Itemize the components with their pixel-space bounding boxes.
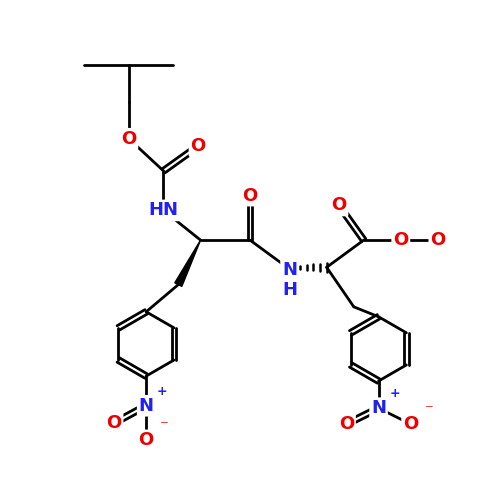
- Text: O: O: [430, 231, 446, 249]
- Text: +: +: [157, 385, 168, 398]
- Text: H: H: [282, 280, 297, 298]
- Text: N: N: [371, 399, 386, 417]
- Text: O: O: [190, 137, 206, 155]
- Polygon shape: [175, 240, 201, 286]
- Text: O: O: [393, 231, 408, 249]
- Text: O: O: [403, 415, 418, 433]
- Text: +: +: [390, 388, 400, 400]
- Text: O: O: [106, 414, 122, 432]
- Text: N: N: [282, 261, 297, 279]
- Text: O: O: [138, 432, 154, 450]
- Text: O: O: [242, 186, 258, 204]
- Text: HN: HN: [148, 202, 178, 220]
- Text: ⁻: ⁻: [160, 418, 169, 436]
- Text: N: N: [138, 397, 154, 414]
- Text: ⁻: ⁻: [424, 401, 434, 419]
- Text: O: O: [332, 196, 346, 214]
- Text: O: O: [339, 415, 354, 433]
- Text: O: O: [121, 130, 136, 148]
